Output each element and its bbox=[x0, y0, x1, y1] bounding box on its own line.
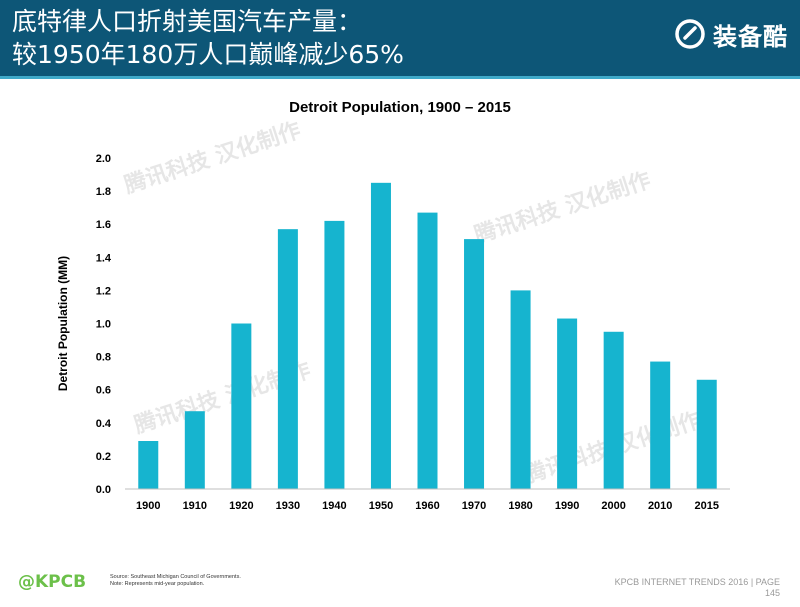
kpcb-logo: @KPCB bbox=[18, 572, 87, 592]
page-number: 145 bbox=[764, 588, 780, 598]
x-tick-label: 1950 bbox=[369, 500, 393, 512]
footer-report-name: KPCB INTERNET TRENDS 2016 | PAGE bbox=[614, 577, 780, 587]
x-tick-label: 1900 bbox=[136, 500, 160, 512]
y-tick-label: 1.8 bbox=[96, 186, 111, 198]
header-bar bbox=[0, 0, 800, 76]
page-title-line2: 较1950年180万人口巅峰减少65% bbox=[12, 40, 404, 69]
source-line: Source: Southeast Michigan Council of Go… bbox=[110, 574, 241, 580]
bars bbox=[138, 182, 717, 490]
chart-title: Detroit Population, 1900 – 2015 bbox=[289, 99, 511, 116]
x-tick-label: 1960 bbox=[415, 500, 439, 512]
x-axis: 1900 1910 1920 1930 1940 1950 1960 1970 1980 1990… bbox=[125, 488, 730, 512]
y-tick-label: 2.0 bbox=[96, 153, 111, 165]
x-tick-label: 1970 bbox=[462, 500, 486, 512]
source-note: Source: Southeast Michigan Council of Go… bbox=[110, 574, 241, 588]
brand-name: 装备酷 bbox=[713, 22, 788, 51]
bar-1950 bbox=[370, 182, 391, 489]
x-tick-label: 1930 bbox=[276, 500, 300, 512]
x-tick-label: 1980 bbox=[508, 500, 532, 512]
x-tick-label: 1920 bbox=[229, 500, 253, 512]
y-tick-label: 0.8 bbox=[96, 352, 111, 364]
footer-page-info: KPCB INTERNET TRENDS 2016 | PAGE 145 bbox=[615, 577, 780, 599]
y-tick-label: 0.0 bbox=[96, 484, 111, 496]
y-tick-label: 0.4 bbox=[96, 418, 112, 430]
y-axis-label: Detroit Population (MM) bbox=[56, 256, 70, 391]
bar-1940 bbox=[324, 220, 345, 489]
x-tick-label: 2015 bbox=[694, 500, 718, 512]
x-tick-label: 1990 bbox=[555, 500, 579, 512]
bar-1960 bbox=[417, 212, 438, 490]
y-tick-label: 1.6 bbox=[96, 219, 111, 231]
bar-1920 bbox=[231, 323, 252, 489]
y-tick-label: 1.4 bbox=[96, 252, 112, 264]
header-accent-line bbox=[0, 76, 800, 79]
bar-2010 bbox=[650, 361, 671, 489]
y-tick-label: 0.6 bbox=[96, 385, 111, 397]
bar-1980 bbox=[510, 290, 531, 489]
y-axis: 0.0 0.2 0.4 0.6 0.8 1.0 1.2 1.4 1.6 1.8 2.0 bbox=[96, 153, 112, 496]
x-tick-label: 1910 bbox=[183, 500, 207, 512]
bar-2000 bbox=[603, 331, 624, 489]
y-tick-label: 1.2 bbox=[96, 285, 111, 297]
note-line: Note: Represents mid-year population. bbox=[110, 581, 205, 587]
bar-1990 bbox=[557, 318, 578, 489]
page-title-line1: 底特律人口折射美国汽车产量： bbox=[12, 7, 363, 36]
brand-logo-icon bbox=[675, 19, 705, 49]
y-tick-label: 0.2 bbox=[96, 451, 111, 463]
brand-logo: 装备酷 bbox=[673, 16, 788, 52]
bar-1900 bbox=[138, 441, 159, 489]
x-tick-label: 1940 bbox=[322, 500, 346, 512]
y-tick-label: 1.0 bbox=[96, 319, 111, 331]
bar-1970 bbox=[464, 239, 485, 489]
bar-1910 bbox=[184, 411, 205, 489]
x-tick-label: 2000 bbox=[601, 500, 625, 512]
bar-2015 bbox=[696, 379, 717, 489]
bar-1930 bbox=[277, 229, 298, 490]
x-tick-label: 2010 bbox=[648, 500, 672, 512]
